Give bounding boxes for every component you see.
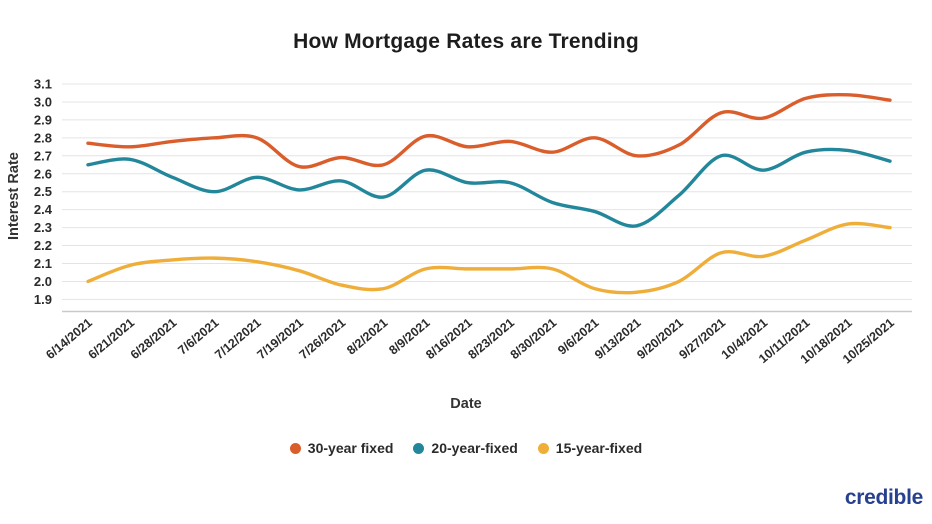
x-tick-label: 6/28/2021	[128, 316, 180, 363]
legend-dot-icon	[413, 442, 425, 454]
credible-logo: credible	[844, 486, 923, 509]
x-tick-label: 9/13/2021	[592, 316, 644, 363]
y-tick-label: 2.2	[34, 238, 52, 253]
x-tick-label: 9/27/2021	[676, 316, 728, 363]
chart-legend: 30-year fixed 20-year-fixed 15-year-fixed	[0, 440, 932, 456]
legend-item: 15-year-fixed	[537, 440, 643, 456]
x-tick-label: 8/30/2021	[508, 316, 560, 363]
y-tick-label: 2.8	[34, 130, 52, 145]
y-tick-label: 1.9	[34, 292, 52, 307]
y-tick-label: 2.7	[34, 148, 52, 163]
y-tick-label: 2.5	[34, 184, 52, 199]
legend-label: 20-year-fixed	[431, 440, 518, 456]
legend-label: 15-year-fixed	[555, 440, 643, 456]
y-tick-label: 2.9	[34, 112, 52, 127]
y-tick-label: 2.0	[34, 274, 52, 289]
x-tick-label: 7/12/2021	[212, 316, 264, 363]
y-tick-label: 3.0	[34, 94, 52, 109]
legend-dot-icon	[289, 442, 301, 454]
y-tick-label: 2.6	[34, 166, 52, 181]
y-tick-label: 2.3	[34, 220, 52, 235]
x-tick-label: 8/16/2021	[423, 316, 475, 363]
y-tick-label: 2.1	[34, 256, 52, 271]
y-tick-label: 2.4	[34, 202, 53, 217]
x-tick-label: 9/20/2021	[634, 316, 686, 363]
x-tick-label: 6/21/2021	[86, 316, 138, 363]
x-tick-label: 7/26/2021	[297, 316, 349, 363]
legend-dot-icon	[537, 442, 549, 454]
y-tick-label: 3.1	[34, 77, 52, 92]
series-line-30-year-fixed	[86, 92, 892, 169]
x-tick-label: 8/23/2021	[465, 316, 517, 363]
chart-title: How Mortgage Rates are Trending	[293, 30, 639, 53]
x-tick-label: 6/14/2021	[43, 316, 95, 363]
x-tick-label: 7/19/2021	[254, 316, 306, 363]
legend-item: 30-year fixed	[289, 440, 394, 456]
series-line-15-year-fixed	[86, 221, 892, 295]
legend-item: 20-year-fixed	[413, 440, 518, 456]
legend-label: 30-year fixed	[307, 440, 394, 456]
x-tick-label: 8/2/2021	[344, 316, 390, 358]
series-line-20-year-fixed	[86, 147, 892, 228]
x-axis-title: Date	[450, 396, 482, 412]
